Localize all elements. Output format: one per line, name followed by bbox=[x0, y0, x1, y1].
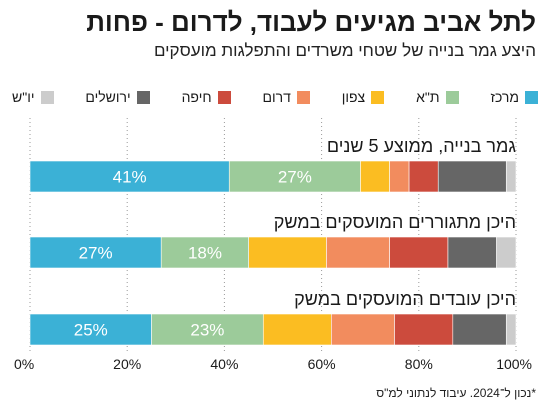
bar-segment bbox=[326, 236, 390, 269]
bar-segment bbox=[389, 236, 449, 269]
legend-label: חיפה bbox=[181, 89, 212, 105]
data-label: 25% bbox=[74, 321, 108, 340]
bar-segment bbox=[408, 160, 439, 193]
bar-segment bbox=[394, 313, 454, 346]
bar-segment bbox=[389, 160, 410, 193]
legend-label: צפון bbox=[341, 89, 366, 105]
data-label: 27% bbox=[79, 244, 113, 263]
legend-swatch bbox=[525, 90, 538, 104]
bar-segment bbox=[151, 313, 264, 346]
bar-segment bbox=[452, 313, 507, 346]
category-label: גמר בנייה, ממוצע 5 שנים bbox=[327, 136, 517, 156]
category-label: היכן עובדים המועסקים במשק bbox=[294, 289, 516, 309]
chart-title: לתל אביב מגיעים לעבוד, לדרום - פחות bbox=[86, 7, 536, 37]
bar-segment bbox=[331, 313, 395, 346]
bar-segment bbox=[248, 236, 327, 269]
legend-swatch bbox=[40, 90, 54, 104]
x-tick-label: 40% bbox=[210, 356, 238, 372]
legend-swatch bbox=[217, 90, 231, 104]
legend: מרכז ת"א צפון דרום חיפה ירושלים יו"ש bbox=[12, 88, 538, 106]
x-tick-label: 100% bbox=[496, 356, 532, 372]
bar-segment bbox=[360, 160, 390, 193]
x-tick-label: 80% bbox=[405, 356, 433, 372]
x-tick-label: 20% bbox=[113, 356, 141, 372]
legend-swatch bbox=[445, 90, 459, 104]
bar-segment bbox=[437, 160, 507, 193]
x-tick-label: 0% bbox=[14, 356, 34, 372]
bar-segment bbox=[29, 236, 162, 269]
footnote: *נכון ל־2024. עיבוד לנתוני למ"ס bbox=[376, 386, 536, 400]
legend-item: דרום bbox=[262, 89, 310, 105]
legend-swatch bbox=[296, 90, 310, 104]
legend-label: ירושלים bbox=[85, 89, 131, 105]
data-label: 18% bbox=[188, 244, 222, 263]
category-label: היכן מתגוררים המועסקים במשק bbox=[274, 212, 516, 232]
legend-item: ת"א bbox=[416, 89, 459, 105]
bar-segment bbox=[29, 313, 152, 346]
legend-swatch bbox=[136, 90, 150, 104]
data-label: 27% bbox=[278, 168, 312, 187]
bar-segment bbox=[505, 313, 517, 346]
legend-item: ירושלים bbox=[85, 89, 150, 105]
legend-swatch bbox=[371, 90, 385, 104]
bar-segment bbox=[505, 160, 517, 193]
bar-segment bbox=[496, 236, 517, 269]
chart-subtitle: היצע גמר בנייה של שטחי משרדים והתפלגות מ… bbox=[153, 41, 536, 60]
data-label: 23% bbox=[190, 321, 224, 340]
data-label: 41% bbox=[113, 168, 147, 187]
legend-item: חיפה bbox=[182, 89, 231, 105]
bar-segment bbox=[160, 236, 250, 269]
legend-item: יו"ש bbox=[12, 89, 54, 105]
bar-segment bbox=[262, 313, 332, 346]
legend-item: מרכז bbox=[490, 89, 538, 105]
x-tick-label: 60% bbox=[308, 356, 336, 372]
bar-segment bbox=[447, 236, 497, 269]
legend-label: יו"ש bbox=[12, 89, 35, 105]
legend-item: צפון bbox=[341, 89, 385, 105]
legend-label: דרום bbox=[262, 89, 291, 105]
legend-label: מרכז bbox=[490, 89, 519, 105]
legend-label: ת"א bbox=[416, 89, 440, 105]
